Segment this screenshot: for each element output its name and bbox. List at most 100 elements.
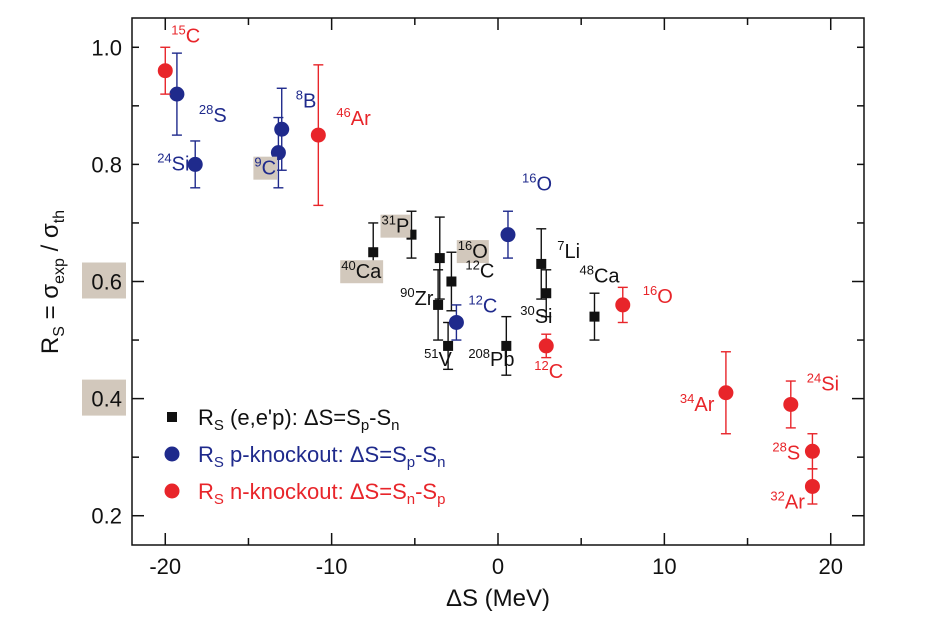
mass-number: 8 [296, 87, 303, 102]
point-label: 51V [424, 346, 452, 371]
x-tick-labels: -20 -10 0 10 20 [149, 554, 843, 579]
y-tick-highlight [82, 262, 126, 299]
point-label: 31P [381, 213, 409, 238]
element-symbol: S [787, 442, 800, 464]
mass-number: 28 [199, 102, 213, 117]
point-p-24Si: 24Si [157, 140, 203, 189]
point-ee-51V: 51V [424, 321, 454, 371]
point-label: 15C [171, 23, 200, 48]
legend-square-marker [167, 412, 177, 422]
element-symbol: Ca [356, 261, 382, 283]
mass-number: 16 [522, 171, 536, 186]
point-n-34Ar: 34Ar [680, 351, 734, 435]
element-symbol: C [262, 158, 276, 180]
legend-item-ee: RS (e,e'p): ΔS=Sp-Sn [167, 405, 400, 434]
legend-item-p: RS p-knockout: ΔS=Sp-Sn [164, 442, 445, 471]
mass-number: 40 [341, 258, 355, 273]
point-label: 7Li [557, 238, 580, 263]
element-symbol: Si [821, 373, 839, 395]
y-tick-label: 0.4 [91, 387, 122, 412]
y-title-r: R [37, 337, 64, 354]
mass-number: 46 [336, 105, 350, 120]
square-marker [541, 288, 552, 299]
circle-marker [169, 86, 185, 102]
circle-marker [538, 338, 554, 354]
mass-number: 51 [424, 346, 438, 361]
y-tick-labels: 0.2 0.4 0.6 0.8 1.0 [82, 35, 126, 529]
circle-marker [783, 396, 799, 412]
label-highlight [253, 156, 278, 180]
mass-number: 9 [254, 155, 261, 170]
element-symbol: Si [535, 306, 553, 328]
point-label: 16O [522, 171, 552, 196]
square-marker [536, 258, 547, 269]
label-highlight [456, 240, 489, 264]
legend-label: RS (e,e'p): ΔS=Sp-Sn [198, 405, 400, 434]
mass-number: 16 [458, 238, 472, 253]
point-n-15C: 15C [157, 23, 200, 95]
element-symbol: Ar [694, 394, 714, 416]
y-title-slash: / σ [37, 223, 64, 258]
y-title-sub-exp: exp [51, 258, 68, 284]
point-label: 24Si [807, 370, 839, 395]
legend-item-n: RS n-knockout: ΔS=Sn-Sp [164, 479, 445, 508]
point-label: 34Ar [680, 391, 715, 416]
point-label: 40Ca [341, 258, 382, 283]
circle-marker [270, 145, 286, 161]
square-marker [434, 253, 445, 264]
y-title-eq: = σ [37, 284, 64, 326]
element-symbol: Ar [785, 491, 805, 513]
circle-marker [718, 385, 734, 401]
legend-label: RS p-knockout: ΔS=Sp-Sn [198, 442, 445, 471]
element-symbol: B [303, 90, 316, 112]
element-symbol: S [213, 105, 226, 127]
point-label: 46Ar [336, 105, 371, 130]
circle-marker [274, 121, 290, 137]
square-marker [406, 229, 417, 240]
mass-number: 7 [557, 238, 564, 253]
point-ee-208Pb: 208Pb [468, 315, 514, 376]
point-n-28S: 28S [772, 433, 820, 470]
point-label: 32Ar [770, 488, 805, 513]
mass-number: 34 [680, 391, 694, 406]
circle-marker [157, 63, 173, 79]
y-title-sub-th: th [51, 210, 68, 223]
circle-marker [804, 478, 820, 494]
circle-marker [615, 297, 631, 313]
circle-marker [187, 156, 203, 172]
point-label: 8B [296, 87, 317, 112]
y-tick-label: 1.0 [91, 35, 122, 60]
mass-number: 31 [381, 213, 395, 228]
svg-text:RS = σexp / σth: RS = σexp / σth [37, 210, 68, 354]
circle-marker [804, 443, 820, 459]
y-tick-label: 0.8 [91, 152, 122, 177]
point-label: 48Ca [579, 263, 620, 288]
element-symbol: C [483, 295, 497, 317]
point-ee-30Si: 30Si [520, 269, 553, 328]
element-symbol: V [439, 349, 453, 371]
mass-number: 24 [157, 150, 171, 165]
element-symbol: Si [172, 153, 190, 175]
point-label: 28S [772, 439, 800, 464]
element-symbol: Zr [415, 288, 434, 310]
point-label: 208Pb [468, 346, 514, 371]
point-label: 9C [254, 155, 276, 180]
point-label: 16O [458, 238, 488, 263]
mass-number: 12 [468, 292, 482, 307]
y-tick-highlight [82, 379, 126, 416]
mass-number: 90 [400, 285, 414, 300]
element-symbol: O [472, 241, 488, 263]
element-symbol: Ca [594, 266, 620, 288]
point-p-9C: 9C [253, 116, 286, 189]
circle-marker [448, 314, 464, 330]
mass-number: 30 [520, 303, 534, 318]
legend-circle-marker [164, 483, 180, 499]
point-ee-16O: 16O [434, 216, 489, 300]
legend-label: RS n-knockout: ΔS=Sn-Sp [198, 479, 445, 508]
y-axis-title: RS = σexp / σth [37, 210, 68, 354]
mass-number: 12 [534, 358, 548, 373]
mass-number: 208 [468, 346, 490, 361]
x-tick-label: -10 [316, 554, 348, 579]
mass-number: 48 [579, 263, 593, 278]
